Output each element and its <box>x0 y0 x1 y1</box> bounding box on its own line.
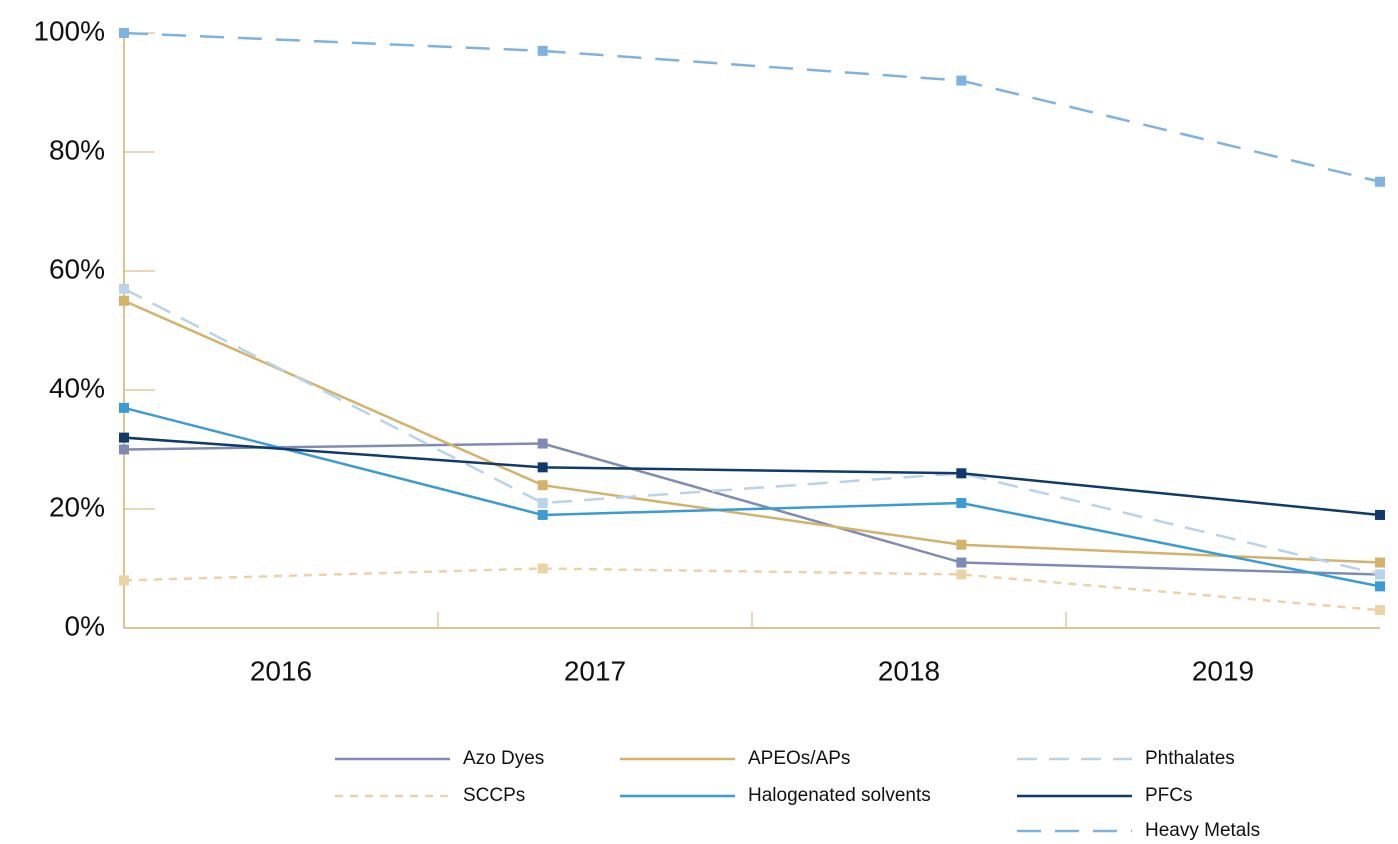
series-line <box>123 406 1381 588</box>
y-tick-label: 80% <box>49 134 105 165</box>
legend-label: Phthalates <box>1145 748 1235 769</box>
y-tick-label: 40% <box>49 372 105 403</box>
point-marker <box>537 563 548 574</box>
point-marker <box>537 498 548 509</box>
x-tick-label: 2019 <box>1192 655 1254 686</box>
point-marker <box>1375 509 1385 520</box>
point-marker <box>956 557 967 568</box>
legend-label: SCCPs <box>463 785 525 806</box>
point-marker <box>119 575 129 586</box>
point-marker <box>1375 605 1385 616</box>
legend-label: Azo Dyes <box>463 748 544 769</box>
point-marker <box>537 45 548 56</box>
x-tick-label: 2017 <box>564 655 626 686</box>
point-marker <box>1375 569 1385 580</box>
point-marker <box>537 462 548 473</box>
point-marker <box>537 509 548 520</box>
y-tick-label: 100% <box>33 15 105 46</box>
point-marker <box>956 75 967 86</box>
x-tick-label: 2018 <box>878 655 940 686</box>
legend-label: Halogenated solvents <box>748 785 931 806</box>
y-tick-label: 60% <box>49 253 105 284</box>
point-marker <box>119 444 129 455</box>
point-marker <box>537 480 548 491</box>
series-line <box>123 299 1381 564</box>
legend-label: APEOs/APs <box>748 748 850 769</box>
point-marker <box>119 432 129 443</box>
point-marker <box>956 498 967 509</box>
point-marker <box>537 438 548 449</box>
point-marker <box>119 28 129 38</box>
point-marker <box>1375 581 1385 592</box>
series-line <box>123 436 1381 517</box>
point-marker <box>956 468 967 479</box>
series-line <box>123 31 1381 183</box>
y-tick-label: 0% <box>65 610 105 641</box>
y-tick-label: 20% <box>49 491 105 522</box>
series-line <box>123 567 1381 612</box>
point-marker <box>119 295 129 306</box>
legend-label: PFCs <box>1145 785 1193 806</box>
series-line <box>123 287 1381 576</box>
point-marker <box>119 402 129 413</box>
point-marker <box>119 283 129 294</box>
legend-label: Heavy Metals <box>1145 820 1260 841</box>
x-tick-label: 2016 <box>250 655 312 686</box>
series-line <box>123 442 1381 576</box>
point-marker <box>1375 176 1385 187</box>
point-marker <box>956 569 967 580</box>
point-marker <box>1375 557 1385 568</box>
point-marker <box>956 539 967 550</box>
